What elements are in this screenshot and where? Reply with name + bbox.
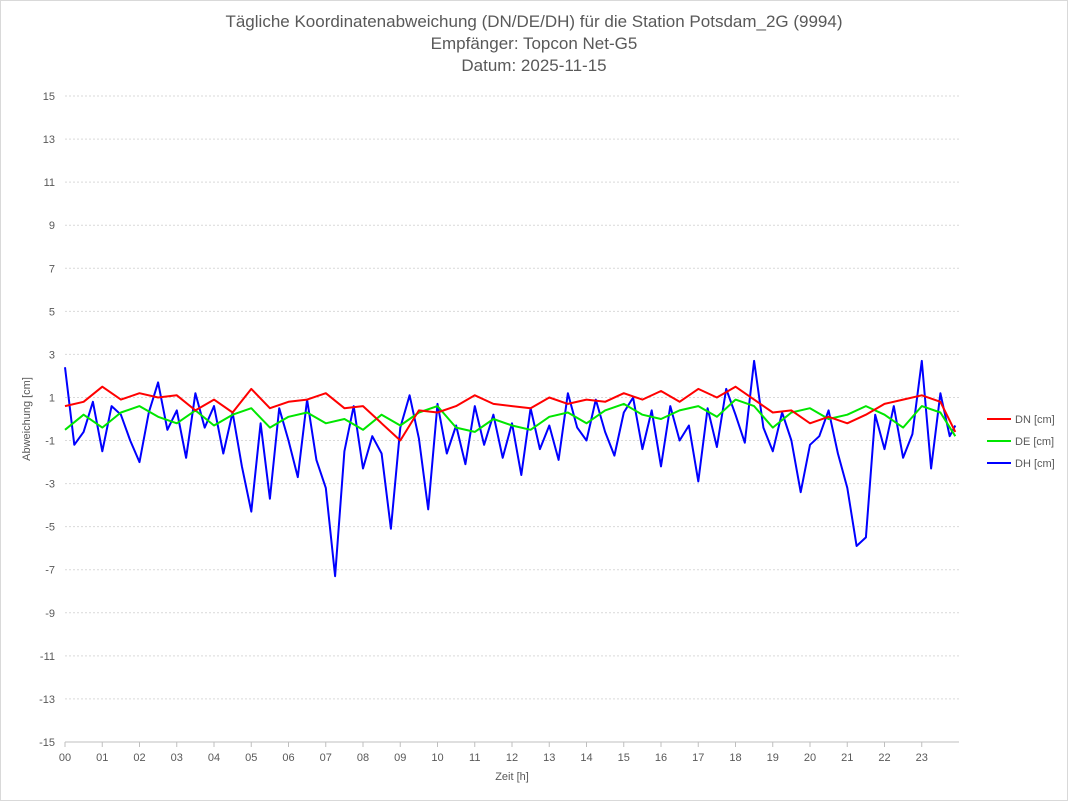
x-tick-label: 05 [245,752,257,764]
x-tick-label: 20 [804,752,816,764]
x-tick-label: 14 [580,752,592,764]
x-tick-label: 10 [431,752,443,764]
y-tick-label: 9 [49,220,55,232]
x-tick-label: 03 [171,752,183,764]
series-lines [64,359,957,578]
chart-subtitle-receiver: Empfänger: Topcon Net-G5 [430,34,638,53]
series-line-dh [64,359,957,578]
x-tick-label: 18 [729,752,741,764]
x-tick-label: 02 [133,752,145,764]
x-tick-label: 23 [916,752,928,764]
y-tick-label: 5 [49,306,55,318]
x-tick-label: 22 [878,752,890,764]
y-tick-label: 13 [43,134,55,146]
y-tick-label: -7 [45,565,55,577]
y-tick-label: 1 [49,392,55,404]
x-tick-label: 06 [282,752,294,764]
x-tick-label: 21 [841,752,853,764]
x-tick-label: 01 [96,752,108,764]
series-line-de [64,398,957,437]
y-tick-label: -9 [45,608,55,620]
legend-label: DE [cm] [1015,436,1054,448]
x-tick-label: 08 [357,752,369,764]
x-tick-label: 19 [767,752,779,764]
chart-title: Tägliche Koordinatenabweichung (DN/DE/DH… [225,12,843,31]
y-tick-label: -13 [39,694,55,706]
series-line-dn [64,385,957,442]
legend-label: DN [cm] [1015,414,1055,426]
x-tick-label: 09 [394,752,406,764]
legend-label: DH [cm] [1015,458,1055,470]
y-tick-label: 15 [43,91,55,103]
x-axis-title: Zeit [h] [495,771,529,783]
y-tick-label: -3 [45,479,55,491]
x-tick-label: 12 [506,752,518,764]
y-axis-title: Abweichung [cm] [21,377,33,461]
y-tick-label: 11 [44,177,55,189]
y-tick-label: -5 [45,522,55,534]
x-tick-label: 15 [618,752,630,764]
x-tick-label: 07 [320,752,332,764]
x-tick-label: 11 [469,752,480,764]
x-tick-label: 13 [543,752,555,764]
gridlines [65,95,959,700]
x-axis-ticks: 00 01 02 03 04 05 06 07 08 09 10 11 12 13 14 15 16 17 18 19… [59,742,928,764]
x-tick-label: 00 [59,752,71,764]
y-tick-label: 7 [49,263,55,275]
y-tick-label: 3 [49,349,55,361]
x-tick-label: 16 [655,752,667,764]
legend: DN [cm] DE [cm] DH [cm] [987,414,1055,470]
y-tick-label: -11 [40,651,55,663]
y-axis-ticks: 15 13 11 9 7 5 3 1 -1 -3 -5 -7 -9 -11 -13 -15 [39,91,55,749]
x-tick-label: 17 [692,752,704,764]
y-tick-label: -1 [45,436,55,448]
chart-title-block: Tägliche Koordinatenabweichung (DN/DE/DH… [1,11,1067,77]
chart-subtitle-date: Datum: 2025-11-15 [461,56,607,75]
x-tick-label: 04 [208,752,220,764]
y-tick-label: -15 [39,737,55,749]
